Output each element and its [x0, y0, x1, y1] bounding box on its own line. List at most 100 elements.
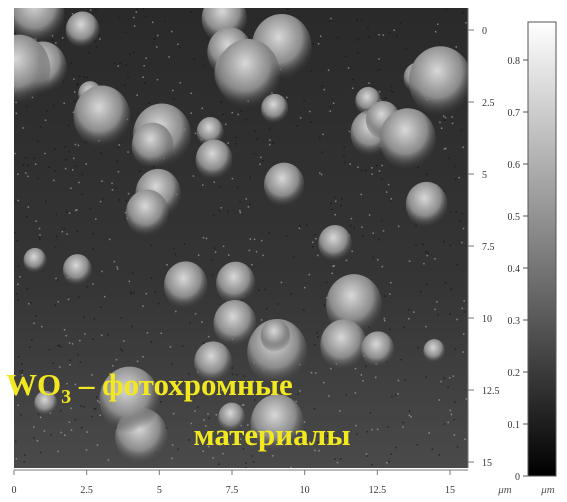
speckle	[173, 98, 175, 100]
speckle	[44, 153, 46, 155]
speckle	[45, 119, 47, 121]
x-tick-label: 2.5	[80, 485, 93, 496]
speckle	[82, 174, 84, 176]
speckle	[464, 438, 466, 440]
speckle	[14, 232, 16, 234]
speckle	[417, 444, 419, 446]
speckle	[190, 11, 192, 13]
speckle	[299, 228, 301, 230]
speckle	[343, 146, 345, 148]
speckle	[286, 97, 288, 99]
speckle	[273, 142, 275, 144]
speckle	[228, 254, 230, 256]
speckle	[69, 360, 71, 362]
speckle	[297, 125, 299, 127]
speckle	[404, 379, 406, 381]
speckle	[290, 467, 292, 469]
speckle	[356, 433, 358, 435]
speckle	[444, 148, 446, 150]
speckle	[56, 236, 58, 238]
speckle	[253, 461, 255, 463]
speckle	[355, 368, 357, 370]
speckle	[367, 28, 369, 30]
speckle	[400, 359, 402, 361]
speckle	[53, 180, 55, 182]
speckle	[384, 320, 386, 322]
speckle	[386, 462, 388, 464]
speckle	[114, 63, 116, 65]
speckle	[131, 326, 133, 328]
speckle	[100, 415, 102, 417]
speckle	[427, 252, 429, 254]
speckle	[463, 12, 465, 14]
speckle	[75, 419, 77, 421]
speckle	[329, 20, 331, 22]
speckle	[214, 182, 216, 184]
speckle	[173, 413, 175, 415]
speckle	[262, 255, 264, 257]
speckle	[322, 134, 324, 136]
colorbar-tick-label: 0.7	[508, 108, 521, 119]
speckle	[378, 34, 380, 36]
speckle	[330, 18, 332, 20]
speckle	[142, 356, 144, 358]
speckle	[410, 416, 412, 418]
speckle	[86, 449, 88, 451]
speckle	[449, 313, 451, 315]
speckle	[451, 116, 453, 118]
speckle	[81, 405, 83, 407]
speckle	[33, 323, 35, 325]
speckle	[55, 42, 57, 44]
speckle	[256, 138, 258, 140]
speckle	[40, 126, 42, 128]
speckle	[454, 434, 456, 436]
speckle	[254, 468, 256, 470]
speckle	[459, 221, 461, 223]
speckle	[443, 377, 445, 379]
speckle	[95, 408, 97, 410]
speckle	[220, 101, 222, 103]
speckle	[349, 163, 351, 165]
formula: WO	[6, 367, 61, 402]
speckle	[358, 39, 360, 41]
grain	[409, 46, 472, 116]
speckle	[389, 293, 391, 295]
speckle	[333, 102, 335, 104]
speckle	[144, 82, 146, 84]
speckle	[175, 254, 177, 256]
speckle	[215, 251, 217, 253]
speckle	[150, 245, 152, 247]
speckle	[447, 386, 449, 388]
speckle	[18, 200, 20, 202]
speckle	[362, 235, 364, 237]
speckle	[175, 311, 177, 313]
speckle	[243, 404, 245, 406]
speckle	[64, 146, 66, 148]
speckle	[86, 77, 88, 79]
speckle	[57, 279, 59, 281]
speckle	[378, 58, 380, 60]
speckle	[248, 206, 250, 208]
speckle	[390, 453, 392, 455]
speckle	[389, 32, 391, 34]
speckle	[84, 333, 86, 335]
speckle	[332, 99, 334, 101]
speckle	[272, 455, 274, 457]
speckle	[461, 213, 463, 215]
speckle	[352, 79, 354, 81]
speckle	[119, 199, 121, 201]
speckle	[256, 251, 257, 253]
speckle	[456, 319, 458, 321]
speckle	[30, 302, 32, 304]
speckle	[115, 187, 117, 189]
speckle	[96, 46, 98, 48]
speckle	[35, 220, 37, 222]
speckle	[269, 144, 271, 146]
speckle	[312, 43, 314, 45]
speckle	[332, 266, 334, 268]
speckle	[191, 93, 193, 95]
speckle	[326, 282, 328, 284]
speckle	[80, 362, 82, 364]
speckle	[20, 414, 22, 416]
speckle	[371, 464, 373, 466]
